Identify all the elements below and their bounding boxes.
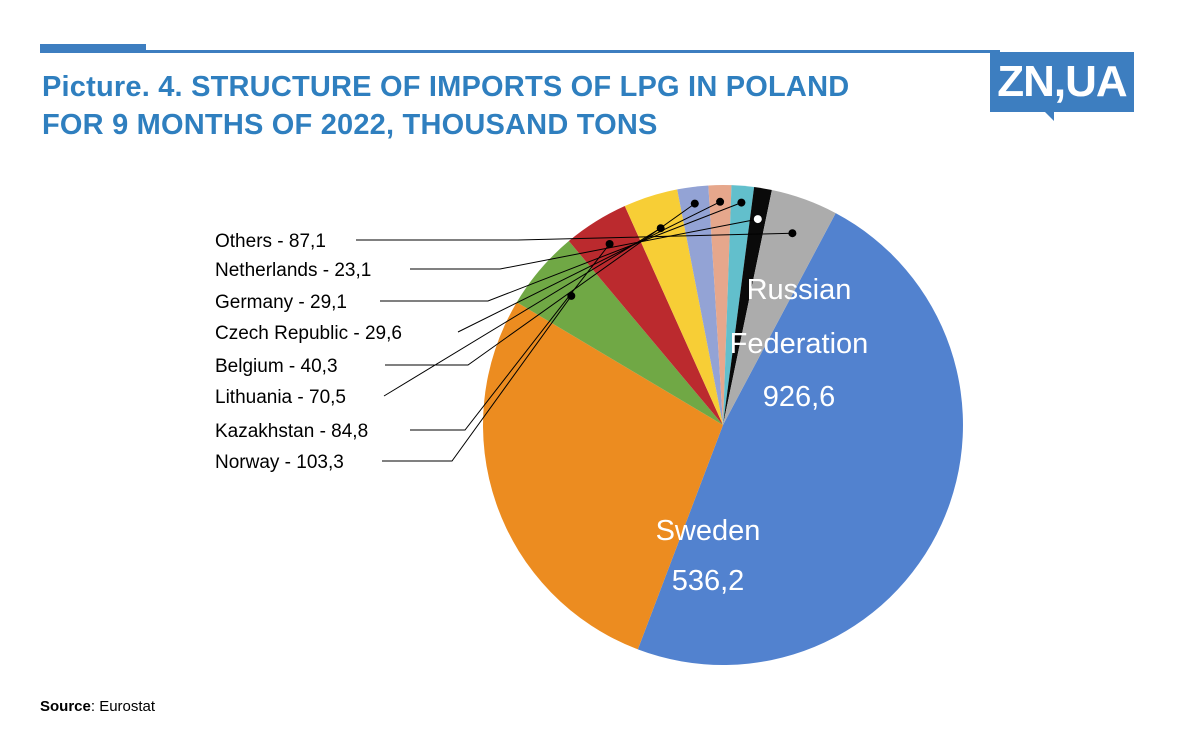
callout-dot-germany (737, 198, 746, 207)
callout-label-netherlands: Netherlands - 23,1 (215, 260, 371, 281)
slice-label-russian-federation-2: Federation (730, 328, 869, 360)
source-note: Source: Eurostat (40, 698, 155, 715)
slice-label-russian-federation-3: 926,6 (763, 381, 836, 413)
pie-slice-germany (723, 185, 755, 425)
pie-slice-lithuania (624, 189, 723, 425)
pie-slice-sweden (482, 302, 723, 650)
source-label: Source (40, 698, 91, 715)
callout-line-czech-republic (457, 201, 721, 333)
callout-dot-czech-republic (716, 197, 725, 206)
slice-label-sweden-1: Sweden (656, 515, 761, 547)
source-value: : Eurostat (90, 698, 156, 715)
logo-tail (1044, 111, 1054, 121)
callout-dot-belgium (690, 199, 699, 208)
slice-label-russian-federation-1: Russian (747, 274, 852, 306)
pie-slice-others (723, 190, 836, 425)
callout-label-norway: Norway - 103,3 (215, 452, 344, 473)
slice-label-sweden-2: 536,2 (672, 565, 745, 597)
callout-line-norway (382, 295, 572, 462)
pie-slice-czech-republic (708, 185, 732, 425)
callout-dot-netherlands (753, 215, 762, 224)
pie-slice-belgium (677, 185, 723, 425)
callout-line-germany (380, 202, 742, 302)
callout-label-lithuania: Lithuania - 70,5 (215, 387, 346, 408)
callout-label-czech-republic: Czech Republic - 29,6 (215, 323, 402, 344)
callout-dot-kazakhstan (605, 240, 614, 248)
pie-slice-norway (516, 241, 723, 425)
header-rule-accent (40, 44, 146, 52)
callout-line-lithuania (383, 227, 661, 397)
znua-logo[interactable]: ZN,UA (990, 52, 1134, 112)
callout-dot-others (788, 229, 797, 238)
callout-dot-norway (567, 291, 576, 300)
chart-title: Picture. 4. STRUCTURE OF IMPORTS OF LPG … (42, 68, 962, 144)
callout-label-germany: Germany - 29,1 (215, 292, 347, 313)
chart-title-line-1: Picture. 4. STRUCTURE OF IMPORTS OF LPG … (42, 71, 850, 103)
pie-slice-russian-federation (637, 213, 963, 665)
callout-line-kazakhstan (410, 243, 610, 431)
header-rule (40, 50, 1000, 53)
pie-slice-netherlands (723, 187, 772, 425)
callout-label-belgium: Belgium - 40,3 (215, 356, 338, 377)
callout-label-others: Others - 87,1 (215, 231, 326, 252)
callout-line-others (356, 232, 793, 241)
chart-title-line-2: FOR 9 MONTHS OF 2022, THOUSAND TONS (42, 109, 658, 141)
callout-line-belgium (385, 203, 696, 366)
callout-label-kazakhstan: Kazakhstan - 84,8 (215, 421, 368, 442)
